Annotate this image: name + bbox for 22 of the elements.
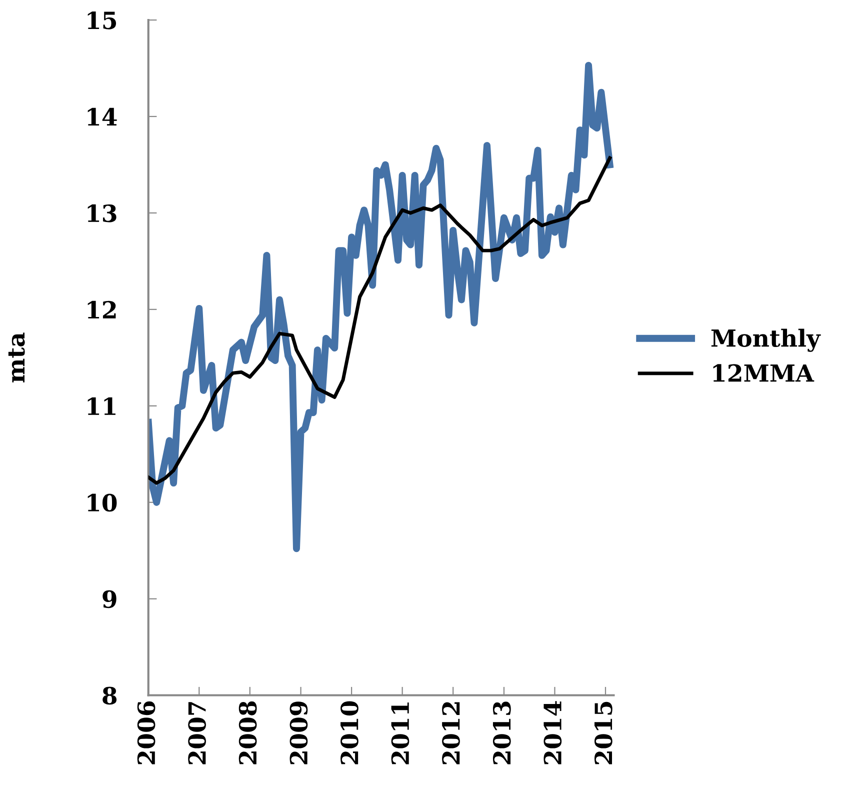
x-tick-label: 2013 <box>492 702 511 764</box>
x-tick-label: 2006 <box>137 701 156 764</box>
y-tick-label: 11 <box>88 397 116 415</box>
x-tick-label: 2015 <box>594 702 612 764</box>
x-tick-label: 2011 <box>391 702 410 764</box>
legend-label: Monthly <box>711 328 821 352</box>
y-tick-label: 12 <box>88 300 116 318</box>
y-tick-label: 14 <box>88 108 117 126</box>
x-tick-label: 2008 <box>238 701 257 764</box>
y-tick-label: 15 <box>88 11 116 30</box>
x-tick-label: 2009 <box>290 702 308 764</box>
y-tick-label: 13 <box>88 204 116 222</box>
y-tick-label: 8 <box>102 686 117 705</box>
legend-label: 12MMA <box>713 364 814 382</box>
y-tick-label: 10 <box>88 494 117 512</box>
y-tick-label: 9 <box>102 590 116 608</box>
x-tick-label: 2010 <box>340 701 358 764</box>
y-axis-title: mta <box>8 332 25 382</box>
line-series <box>148 156 612 485</box>
x-tick-label: 2012 <box>442 702 460 764</box>
x-tick-label: 2007 <box>188 702 206 764</box>
x-tick-label: 2014 <box>544 701 562 764</box>
